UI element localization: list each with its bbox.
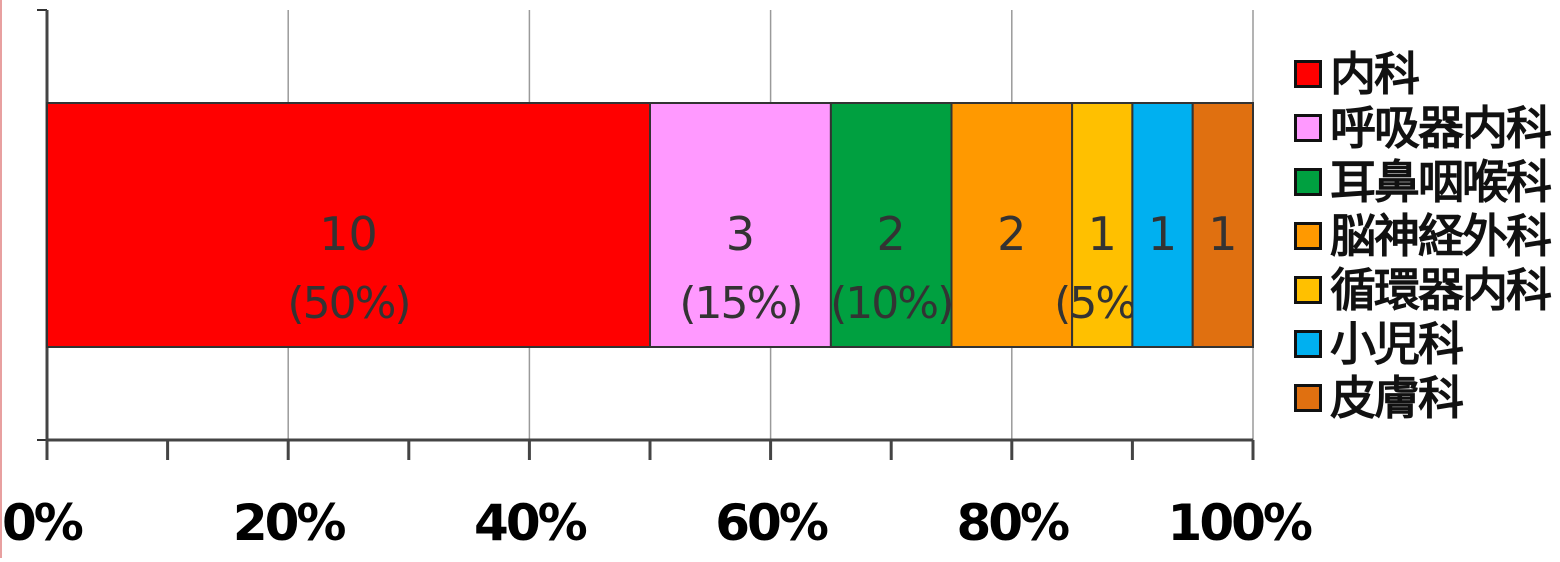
legend-label: 小児科	[1330, 317, 1464, 371]
bar-segment	[649, 102, 832, 348]
x-tick-label: 80%	[956, 494, 1069, 552]
x-tick-label: 20%	[233, 494, 346, 552]
bar-segment	[46, 102, 651, 348]
legend-swatch	[1294, 60, 1322, 88]
legend-item: 内科	[1292, 48, 1554, 102]
data-label: 2	[997, 207, 1026, 261]
legend-label: 呼吸器内科	[1330, 101, 1552, 155]
legend-item: 耳鼻咽喉科	[1292, 156, 1554, 210]
legend-label: 皮膚科	[1330, 371, 1464, 425]
percent-label: (50%)	[287, 278, 409, 329]
percent-label: (15%)	[679, 278, 801, 329]
data-label: 1	[1208, 207, 1237, 261]
legend-swatch	[1294, 222, 1322, 250]
legend-label: 循環器内科	[1330, 263, 1552, 317]
bar-segment	[950, 102, 1074, 348]
legend-item: 循環器内科	[1292, 264, 1554, 318]
data-label: 1	[1148, 207, 1177, 261]
legend-label: 耳鼻咽喉科	[1330, 155, 1552, 209]
bar-segment	[1131, 102, 1194, 348]
legend-item: 皮膚科	[1292, 372, 1554, 426]
legend-swatch	[1294, 384, 1322, 412]
legend: 内科 呼吸器内科 耳鼻咽喉科 脳神経外科 循環器内科 小児科 皮膚科	[1292, 48, 1554, 426]
legend-swatch	[1294, 168, 1322, 196]
legend-swatch	[1294, 276, 1322, 304]
legend-label: 脳神経外科	[1330, 209, 1552, 263]
x-tick-label: 0%	[2, 494, 83, 552]
data-label: 2	[877, 207, 906, 261]
bar-segment	[829, 102, 953, 348]
data-label: 1	[1088, 207, 1117, 261]
x-tick-label: 100%	[1168, 494, 1312, 552]
percent-label: (10%)	[830, 278, 952, 329]
legend-swatch	[1294, 114, 1322, 142]
bar-segment	[1071, 102, 1134, 348]
data-label: 10	[319, 207, 378, 261]
legend-item: 呼吸器内科	[1292, 102, 1554, 156]
legend-item: 脳神経外科	[1292, 210, 1554, 264]
bar-segment	[1191, 102, 1254, 348]
x-tick-label: 40%	[474, 494, 587, 552]
legend-swatch	[1294, 330, 1322, 358]
legend-item: 小児科	[1292, 318, 1554, 372]
legend-label: 内科	[1330, 47, 1420, 101]
x-tick-label: 60%	[715, 494, 828, 552]
page-edge-rule	[0, 0, 2, 558]
data-label: 3	[726, 207, 755, 261]
